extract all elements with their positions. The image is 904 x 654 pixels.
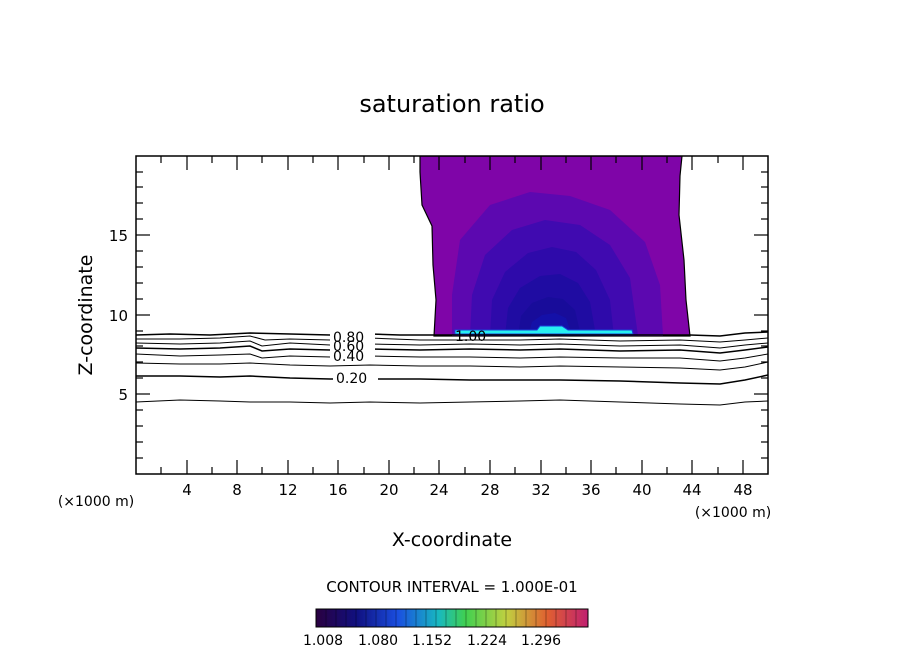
x-tick-label: 36 [581, 481, 600, 499]
x-tick-label: 8 [232, 481, 242, 499]
x-tick-label: 12 [278, 481, 297, 499]
contour-label: 0.40 [333, 349, 364, 365]
y-tick-labels: 5 10 15 [109, 227, 128, 404]
colorbar-label: 1.224 [467, 633, 507, 649]
cyan-band [454, 325, 634, 335]
chart-title: saturation ratio [359, 90, 544, 118]
contour-line [136, 374, 768, 385]
x-tick-label: 32 [531, 481, 550, 499]
x-unit-left: (×1000 m) [58, 494, 134, 510]
x-tick-labels: 4 8 12 16 20 24 28 32 36 40 44 48 [182, 481, 752, 499]
x-tick-label: 48 [733, 481, 752, 499]
colorbar-label: 1.080 [358, 633, 398, 649]
colorbar-label: 1.296 [521, 633, 561, 649]
y-tick-label: 5 [118, 386, 128, 404]
contour-label: 0.20 [336, 371, 367, 387]
x-tick-label: 20 [379, 481, 398, 499]
contour-label: 0.60 [333, 339, 364, 355]
y-tick-label: 10 [109, 307, 128, 325]
colorbar-gradient [315, 608, 589, 628]
colorbar-label: 1.152 [412, 633, 452, 649]
y-ticks [136, 171, 768, 459]
contour-line [136, 399, 768, 406]
contour-label: 0.80 [333, 330, 364, 346]
contour-label: 1.00 [455, 329, 486, 345]
x-tick-label: 44 [682, 481, 701, 499]
x-tick-label: 4 [182, 481, 192, 499]
x-tick-label: 40 [632, 481, 651, 499]
x-unit-right: (×1000 m) [695, 505, 771, 521]
contour-line [136, 353, 768, 362]
contour-line [136, 345, 768, 354]
x-ticks [160, 156, 744, 474]
x-tick-label: 24 [429, 481, 448, 499]
contour-line [136, 340, 768, 349]
x-axis-label: X-coordinate [392, 529, 512, 551]
colorbar: 1.008 1.080 1.152 1.224 1.296 [303, 608, 589, 649]
plot-area: 0.80 0.60 0.40 0.20 1.00 [136, 156, 768, 406]
y-axis-label: Z-coordinate [75, 255, 97, 376]
y-tick-label: 15 [109, 227, 128, 245]
contour-line [136, 335, 768, 343]
x-tick-label: 28 [480, 481, 499, 499]
contour-line [136, 361, 768, 371]
contour-interval-text: CONTOUR INTERVAL = 1.000E-01 [326, 578, 577, 596]
colorbar-label: 1.008 [303, 633, 343, 649]
x-tick-label: 16 [328, 481, 347, 499]
